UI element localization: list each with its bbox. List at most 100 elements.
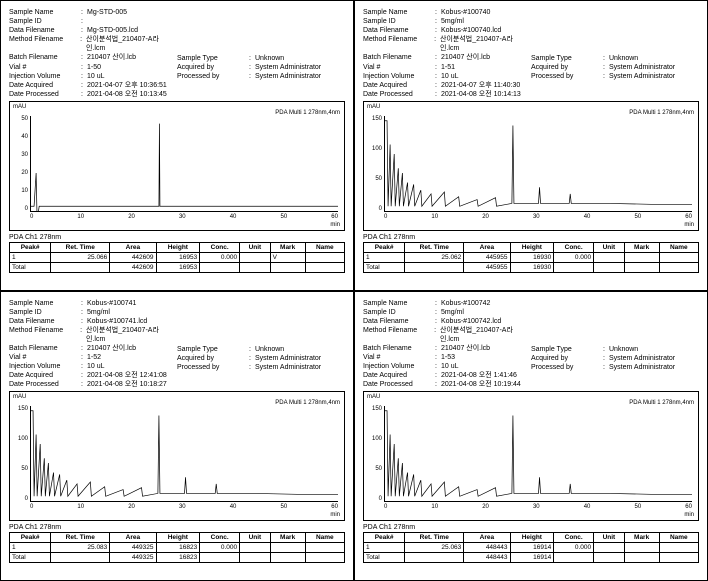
cell: 16914 bbox=[510, 553, 554, 563]
info-line: Processed by:System Administrator bbox=[177, 72, 345, 81]
info-label: Batch Filename bbox=[9, 53, 81, 62]
report-panel-3: Sample Name:Kobus-#100742Sample ID:5mg/m… bbox=[354, 291, 708, 581]
info-value: 산이분석법_210407-A라인.lcm bbox=[86, 326, 177, 344]
info-label: Injection Volume bbox=[9, 72, 81, 81]
x-tick: 20 bbox=[128, 504, 135, 512]
info-value: System Administrator bbox=[255, 72, 321, 81]
y-tick: 0 bbox=[25, 206, 28, 212]
info-line: Sample Name:Kobus-#100742 bbox=[363, 299, 531, 308]
info-line: Vial #:1-53 bbox=[363, 353, 531, 362]
info-line: Sample Type:Unknown bbox=[531, 345, 699, 354]
sample-info: Sample Name:Mg-STD-005Sample ID:Data Fil… bbox=[9, 8, 345, 99]
cell: Total bbox=[10, 262, 51, 272]
info-value: 2021-04-07 오후 10:36:51 bbox=[87, 81, 167, 90]
info-line: Acquired by:System Administrator bbox=[531, 63, 699, 72]
cell bbox=[200, 262, 240, 272]
info-line: Date Processed:2021-04-08 오전 10:13:45 bbox=[9, 90, 177, 99]
info-line: Injection Volume:10 uL bbox=[363, 72, 531, 81]
cell bbox=[270, 262, 305, 272]
info-value: 210407 산이.lcb bbox=[441, 344, 490, 353]
col-header: Conc. bbox=[200, 242, 240, 252]
cell: 445955 bbox=[464, 262, 510, 272]
info-value: 10 uL bbox=[441, 362, 459, 371]
y-tick: 100 bbox=[372, 436, 382, 442]
info-label: Method Filename bbox=[9, 35, 80, 53]
cell: 16914 bbox=[510, 543, 554, 553]
x-tick: 50 bbox=[634, 214, 641, 222]
info-line: Acquired by:System Administrator bbox=[177, 63, 345, 72]
info-line: Sample Name:Kobus-#100741 bbox=[9, 299, 177, 308]
cell: 25.063 bbox=[405, 543, 464, 553]
col-header: Ret. Time bbox=[51, 533, 110, 543]
info-label: Sample Type bbox=[177, 345, 249, 354]
info-value: 2021-04-08 오전 10:13:45 bbox=[87, 90, 167, 99]
cell bbox=[305, 252, 344, 262]
col-header: Conc. bbox=[200, 533, 240, 543]
info-left: Sample Name:Kobus-#100742Sample ID:5mg/m… bbox=[363, 299, 531, 390]
cell bbox=[240, 252, 271, 262]
col-header: Peak# bbox=[364, 533, 405, 543]
col-header: Area bbox=[464, 533, 510, 543]
y-ticks: 150100500 bbox=[366, 116, 382, 212]
info-value: Kobus-#100741.lcd bbox=[87, 317, 147, 326]
info-label: Date Processed bbox=[363, 90, 435, 99]
x-ticks: 0102030405060 bbox=[30, 504, 338, 512]
peak-table: Peak#Ret. TimeAreaHeightConc.UnitMarkNam… bbox=[363, 532, 699, 563]
col-header: Name bbox=[659, 533, 698, 543]
info-label: Acquired by bbox=[177, 63, 249, 72]
x-ticks: 0102030405060 bbox=[30, 214, 338, 222]
info-label: Method Filename bbox=[363, 326, 434, 344]
report-panel-1: Sample Name:Kobus-#100740Sample ID:5mg/m… bbox=[354, 0, 708, 291]
y-tick: 150 bbox=[18, 406, 28, 412]
y-tick: 150 bbox=[372, 406, 382, 412]
cell: 1 bbox=[10, 543, 51, 553]
info-label: Sample Name bbox=[9, 8, 81, 17]
cell: 449325 bbox=[110, 553, 156, 563]
x-tick: 40 bbox=[230, 214, 237, 222]
cell bbox=[624, 252, 659, 262]
info-label: Sample Type bbox=[177, 54, 249, 63]
cell bbox=[594, 543, 625, 553]
x-tick: 60 bbox=[685, 504, 692, 512]
plot-area bbox=[30, 406, 338, 502]
y-ticks: 150100500 bbox=[366, 406, 382, 502]
cell: Total bbox=[364, 262, 405, 272]
cell: V bbox=[270, 252, 305, 262]
cell: 1 bbox=[364, 543, 405, 553]
report-grid: Sample Name:Mg-STD-005Sample ID:Data Fil… bbox=[0, 0, 708, 581]
cell: Total bbox=[10, 553, 51, 563]
info-label: Date Processed bbox=[363, 380, 435, 389]
info-label: Injection Volume bbox=[363, 362, 435, 371]
x-tick: 40 bbox=[584, 504, 591, 512]
col-header: Mark bbox=[624, 533, 659, 543]
info-value: 210407 산이.lcb bbox=[87, 53, 136, 62]
y-tick: 0 bbox=[379, 496, 382, 502]
info-label: Data Filename bbox=[9, 317, 81, 326]
col-header: Mark bbox=[270, 533, 305, 543]
x-tick: 0 bbox=[384, 214, 387, 222]
info-line: Sample Type:Unknown bbox=[177, 345, 345, 354]
y-tick: 30 bbox=[21, 152, 28, 158]
info-value: 10 uL bbox=[441, 72, 459, 81]
info-value: Unknown bbox=[255, 345, 284, 354]
cell bbox=[624, 553, 659, 563]
col-header: Unit bbox=[240, 533, 271, 543]
info-line: Method Filename:산이분석법_210407-A라인.lcm bbox=[363, 326, 531, 344]
cell: 445955 bbox=[464, 252, 510, 262]
y-tick: 50 bbox=[21, 466, 28, 472]
col-header: Conc. bbox=[554, 242, 594, 252]
x-tick: 10 bbox=[77, 504, 84, 512]
info-label: Vial # bbox=[363, 353, 435, 362]
info-label: Sample Name bbox=[363, 299, 435, 308]
info-line: Data Filename:Kobus-#100741.lcd bbox=[9, 317, 177, 326]
x-axis-label: min bbox=[684, 512, 694, 518]
info-label: Acquired by bbox=[177, 354, 249, 363]
x-tick: 30 bbox=[533, 214, 540, 222]
info-value: 2021-04-08 오전 10:14:13 bbox=[441, 90, 521, 99]
cell: 16930 bbox=[510, 252, 554, 262]
info-label: Date Acquired bbox=[9, 371, 81, 380]
info-label: Sample Type bbox=[531, 54, 603, 63]
cell bbox=[200, 553, 240, 563]
cell: 25.066 bbox=[51, 252, 110, 262]
info-line: Data Filename:Kobus-#100742.lcd bbox=[363, 317, 531, 326]
